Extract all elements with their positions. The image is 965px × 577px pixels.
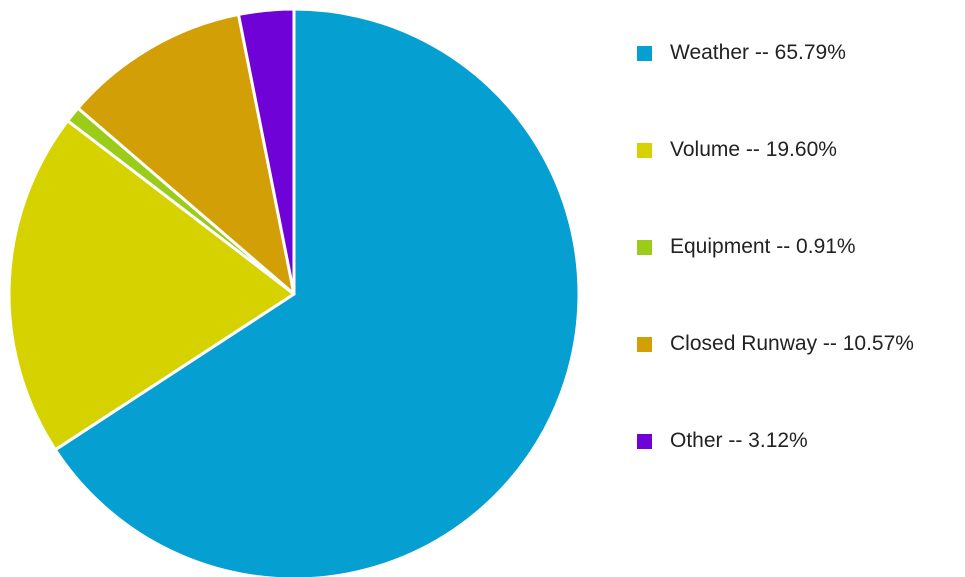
legend-label-volume: Volume -- 19.60% xyxy=(670,138,837,161)
legend-swatch-other xyxy=(637,433,652,449)
pie-slice-weather xyxy=(53,7,581,577)
legend-label-equipment: Equipment -- 0.91% xyxy=(670,235,856,258)
legend-label-other: Other -- 3.12% xyxy=(670,429,808,452)
legend-item-closed-runway: Closed Runway -- 10.57% xyxy=(637,327,914,361)
legend-item-equipment: Equipment -- 0.91% xyxy=(637,230,914,264)
legend-swatch-equipment xyxy=(637,239,652,255)
legend-item-other: Other -- 3.12% xyxy=(637,424,914,458)
legend-label-weather: Weather -- 65.79% xyxy=(670,41,846,64)
legend-item-volume: Volume -- 19.60% xyxy=(637,133,914,167)
legend-swatch-weather xyxy=(637,45,652,61)
pie-slice-volume xyxy=(7,119,296,452)
legend-swatch-closed-runway xyxy=(637,336,652,352)
legend-label-closed-runway: Closed Runway -- 10.57% xyxy=(670,332,914,355)
legend-item-weather: Weather -- 65.79% xyxy=(637,36,914,70)
pie-slice-closed-runway xyxy=(76,12,296,296)
legend-swatch-volume xyxy=(637,142,652,158)
pie-slice-other xyxy=(236,7,296,296)
pie-plot-area xyxy=(7,7,581,577)
chart-legend: Weather -- 65.79% Volume -- 19.60% Equip… xyxy=(637,36,914,521)
